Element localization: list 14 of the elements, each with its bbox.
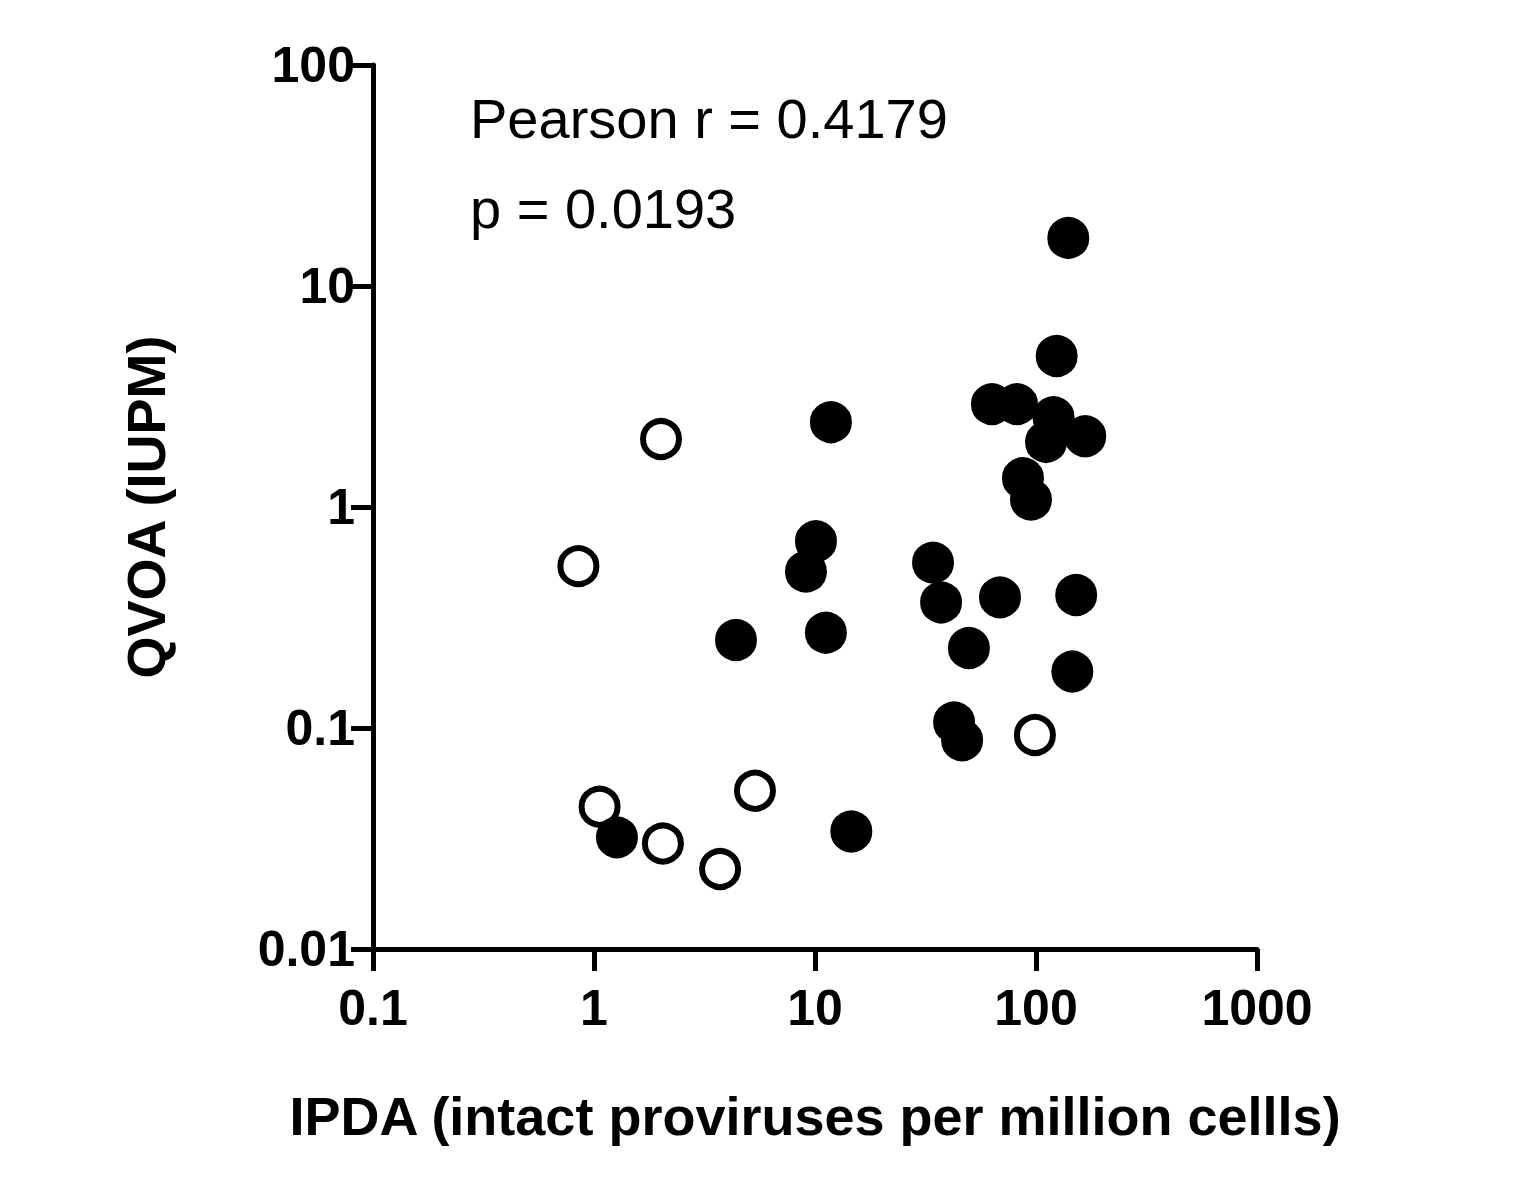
y-tick-label: 0.1 [285,700,355,756]
x-tick-label: 10 [787,980,843,1036]
annotation: Pearson r = 0.4179 [470,86,948,150]
y-tick-label: 0.01 [257,921,355,977]
x-axis-title: IPDA (intact proviruses per million cellls) [289,1086,1341,1146]
y-tick-label: 1 [327,479,355,535]
y-tick-label: 10 [299,258,355,314]
x-tick-label: 1000 [1201,980,1313,1036]
x-tick-label: 0.1 [338,980,408,1036]
x-tick-label: 1 [580,980,608,1036]
annotation: p = 0.0193 [470,176,737,240]
y-tick-label: 100 [271,37,355,93]
y-axis-title: QVOA (IUPM) [116,335,176,679]
x-tick-label: 100 [994,980,1078,1036]
